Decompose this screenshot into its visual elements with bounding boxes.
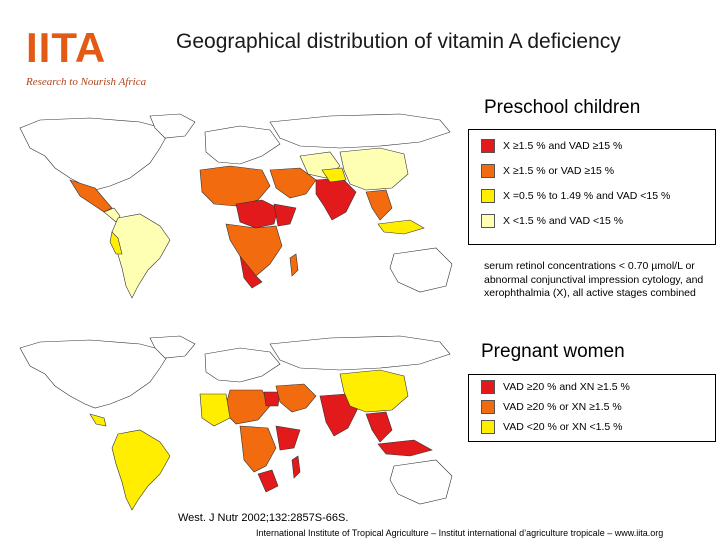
legend-row: VAD ≥20 % and XN ≥1.5 %: [481, 379, 630, 395]
legend-label: VAD ≥20 % or XN ≥1.5 %: [503, 401, 622, 413]
legend-row: X =0.5 % to 1.49 % and VAD <15 %: [481, 188, 670, 204]
mongolia-yellow: [321, 167, 347, 183]
west-africa-2: [199, 393, 231, 427]
footer: International Institute of Tropical Agri…: [256, 528, 664, 538]
preschool-legend: X ≥1.5 % and VAD ≥15 % X ≥1.5 % or VAD ≥…: [468, 129, 716, 245]
legend-row: X ≥1.5 % and VAD ≥15 %: [481, 138, 622, 154]
madagascar: [289, 253, 299, 277]
logo-tagline: Research to Nourish Africa: [26, 76, 147, 88]
europe-shape: [204, 125, 281, 165]
central-africa-2: [239, 425, 277, 473]
north-america-shape: [19, 117, 171, 191]
legend-row: VAD <20 % or XN <1.5 %: [481, 419, 622, 435]
china: [339, 147, 409, 191]
slide-title: Geographical distribution of vitamin A d…: [176, 30, 621, 53]
europe-shape-2: [204, 347, 281, 383]
north-america-shape-2: [19, 339, 171, 409]
australia-2: [389, 459, 453, 505]
legend-row: VAD ≥20 % or XN ≥1.5 %: [481, 399, 622, 415]
central-africa-red: [239, 255, 263, 289]
legend-label: X ≥1.5 % and VAD ≥15 %: [503, 140, 623, 152]
greenland-shape: [149, 113, 196, 139]
legend-label: VAD ≥20 % and XN ≥1.5 %: [503, 381, 630, 393]
citation: West. J Nutr 2002;132:2857S-66S.: [178, 512, 349, 524]
central-america-shape: [103, 207, 121, 223]
legend-swatch: [481, 164, 495, 178]
madagascar-2: [291, 455, 301, 479]
legend-label: VAD <20 % or XN <1.5 %: [503, 421, 623, 433]
pregnant-legend: VAD ≥20 % and XN ≥1.5 % VAD ≥20 % or XN …: [468, 374, 716, 442]
legend-row: X ≥1.5 % or VAD ≥15 %: [481, 163, 614, 179]
pregnant-heading: Pregnant women: [481, 341, 625, 362]
southeast-asia: [365, 189, 393, 221]
indonesia: [377, 219, 425, 235]
australia: [389, 247, 453, 293]
south-america-north: [111, 213, 171, 299]
southeast-asia-2: [365, 411, 393, 443]
legend-swatch: [481, 189, 495, 203]
middle-east: [269, 167, 317, 199]
sahel-red: [235, 199, 279, 229]
indonesia-2: [377, 439, 433, 457]
southern-africa-red: [257, 469, 279, 493]
central-america-2: [89, 413, 107, 427]
logo-wordmark: IITA: [26, 24, 107, 71]
legend-label: X ≥1.5 % or VAD ≥15 %: [503, 165, 615, 177]
china-2: [339, 369, 409, 413]
south-america-peru: [109, 231, 123, 255]
legend-label: X <1.5 % and VAD <15 %: [503, 215, 624, 227]
south-america-2: [111, 429, 171, 511]
mexico-shape: [69, 179, 113, 213]
legend-swatch: [481, 400, 495, 414]
middle-east-2: [275, 383, 317, 413]
north-africa-2: [223, 389, 271, 425]
north-africa: [199, 165, 271, 207]
iita-logo: IITA Research to Nourish Africa: [12, 14, 172, 88]
world-map-pregnant: [19, 335, 453, 511]
legend-swatch: [481, 380, 495, 394]
horn-africa: [273, 203, 297, 227]
central-africa: [225, 223, 283, 277]
east-africa-red: [275, 425, 301, 451]
world-map-preschool: [19, 113, 453, 299]
legend-label: X =0.5 % to 1.49 % and VAD <15 %: [503, 190, 671, 202]
preschool-heading: Preschool children: [484, 97, 641, 118]
russia: [269, 113, 451, 149]
legend-row: X <1.5 % and VAD <15 %: [481, 213, 623, 229]
russia-2: [269, 335, 451, 371]
egypt-red: [263, 391, 281, 407]
legend-swatch: [481, 420, 495, 434]
legend-swatch: [481, 214, 495, 228]
greenland-shape-2: [149, 335, 196, 359]
legend-swatch: [481, 139, 495, 153]
definition-note: serum retinol concentrations < 0.70 µmol…: [484, 260, 704, 299]
